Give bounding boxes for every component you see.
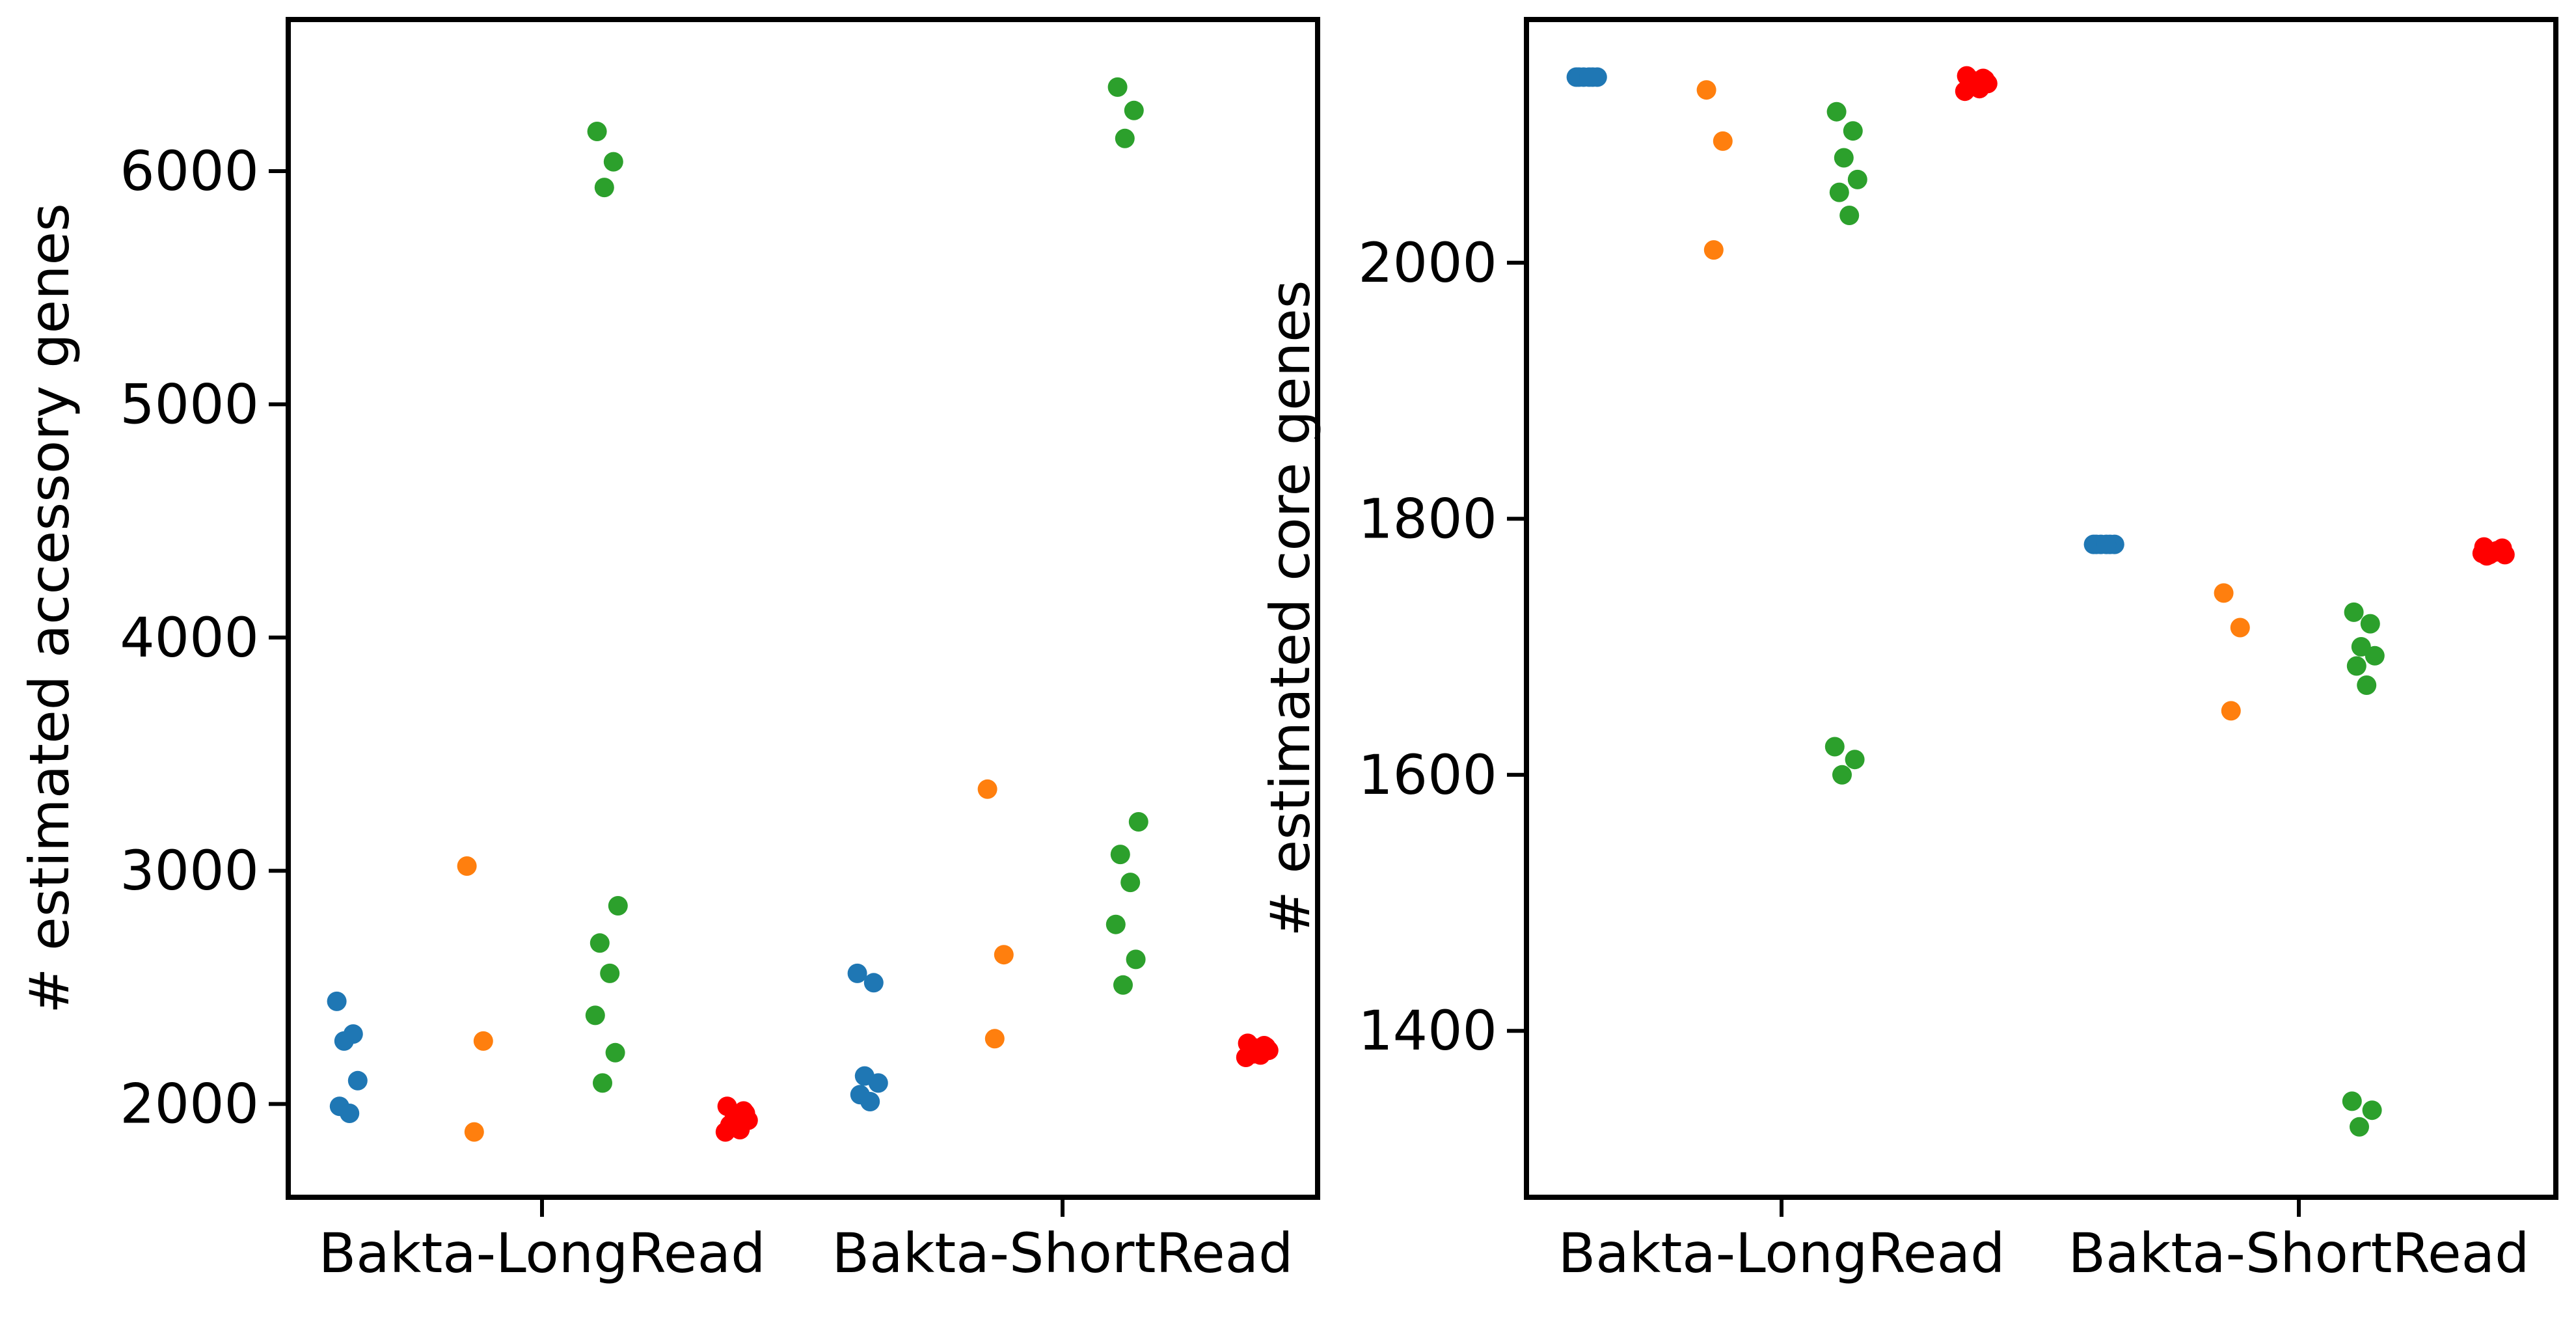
data-point xyxy=(2214,583,2234,603)
data-point xyxy=(1124,100,1144,120)
x-tick-label: Bakta-LongRead xyxy=(319,1221,766,1285)
y-tick-label: 2000 xyxy=(1358,231,1497,295)
data-point xyxy=(340,1104,360,1123)
data-point xyxy=(600,963,620,983)
x-tick-label: Bakta-ShortRead xyxy=(2068,1221,2530,1285)
axes-frame xyxy=(1524,17,2558,1200)
accessory-genes-panel: # estimated accessory genes 2000 3000 4000… xyxy=(18,17,1320,1285)
data-point xyxy=(2221,701,2241,721)
data-point xyxy=(1829,182,1849,202)
data-point xyxy=(590,933,610,953)
data-point xyxy=(984,1029,1005,1049)
data-point xyxy=(1839,206,1860,225)
data-point xyxy=(1696,80,1716,100)
data-point xyxy=(728,1117,748,1137)
data-point xyxy=(1824,737,1845,757)
data-point xyxy=(2362,1100,2382,1120)
data-point xyxy=(860,1092,880,1111)
data-point xyxy=(473,1031,493,1051)
data-point xyxy=(2344,602,2364,622)
data-point xyxy=(1847,169,1867,189)
data-point xyxy=(1120,873,1141,893)
data-point xyxy=(1843,121,1863,141)
data-point xyxy=(594,178,614,198)
data-point xyxy=(1110,845,1130,865)
data-point xyxy=(1968,77,1988,98)
y-tick-label: 6000 xyxy=(120,139,259,203)
data-point xyxy=(603,152,623,172)
data-point xyxy=(593,1073,612,1093)
data-point xyxy=(2230,618,2250,638)
data-point xyxy=(347,1070,368,1091)
data-point xyxy=(2360,614,2380,634)
data-point xyxy=(847,963,867,983)
data-point xyxy=(334,1031,354,1051)
data-point xyxy=(608,896,628,916)
axes-frame xyxy=(286,17,1320,1200)
y-axis-label-core: # estimated core genes xyxy=(1258,280,1322,936)
data-point xyxy=(977,779,997,799)
y-tick-label: 1400 xyxy=(1358,999,1497,1063)
data-point xyxy=(1845,750,1865,770)
y-axis-label-accessory: # estimated accessory genes xyxy=(18,203,81,1014)
x-tick-label: Bakta-LongRead xyxy=(1558,1221,2005,1285)
y-tick-label: 5000 xyxy=(120,372,259,436)
data-point xyxy=(464,1122,484,1142)
data-point xyxy=(2357,675,2377,695)
data-point xyxy=(994,945,1014,965)
data-point xyxy=(2485,542,2505,562)
y-tick-label: 2000 xyxy=(120,1072,259,1136)
data-point xyxy=(2342,1091,2362,1111)
data-point xyxy=(2350,1117,2369,1137)
data-point xyxy=(1113,975,1133,995)
data-point xyxy=(2346,656,2366,676)
data-point xyxy=(587,122,607,141)
data-point xyxy=(327,991,347,1011)
data-point xyxy=(1115,128,1135,148)
data-point xyxy=(1579,67,1599,87)
data-point xyxy=(1832,765,1852,785)
data-point xyxy=(1834,148,1854,168)
data-point xyxy=(1126,949,1146,970)
data-point xyxy=(2365,645,2385,666)
data-point xyxy=(1713,131,1733,151)
y-tick-label: 1800 xyxy=(1358,487,1497,550)
y-tick-label: 1600 xyxy=(1358,743,1497,807)
y-tick-label: 4000 xyxy=(120,606,259,670)
data-point xyxy=(1249,1042,1269,1061)
data-point xyxy=(868,1073,888,1093)
data-point xyxy=(1105,914,1126,934)
data-point xyxy=(1826,102,1847,122)
core-genes-panel: # estimated core genes 1400 1600 1800 2000 B… xyxy=(1258,17,2558,1285)
data-point xyxy=(2096,534,2117,554)
y-tick-label: 3000 xyxy=(120,839,259,903)
data-point xyxy=(585,1005,605,1025)
data-point xyxy=(1128,812,1148,832)
data-point xyxy=(1703,240,1724,260)
data-point xyxy=(605,1042,625,1063)
data-point xyxy=(1107,77,1128,97)
data-point xyxy=(863,973,884,993)
data-point xyxy=(457,856,477,876)
x-tick-label: Bakta-ShortRead xyxy=(832,1221,1294,1285)
